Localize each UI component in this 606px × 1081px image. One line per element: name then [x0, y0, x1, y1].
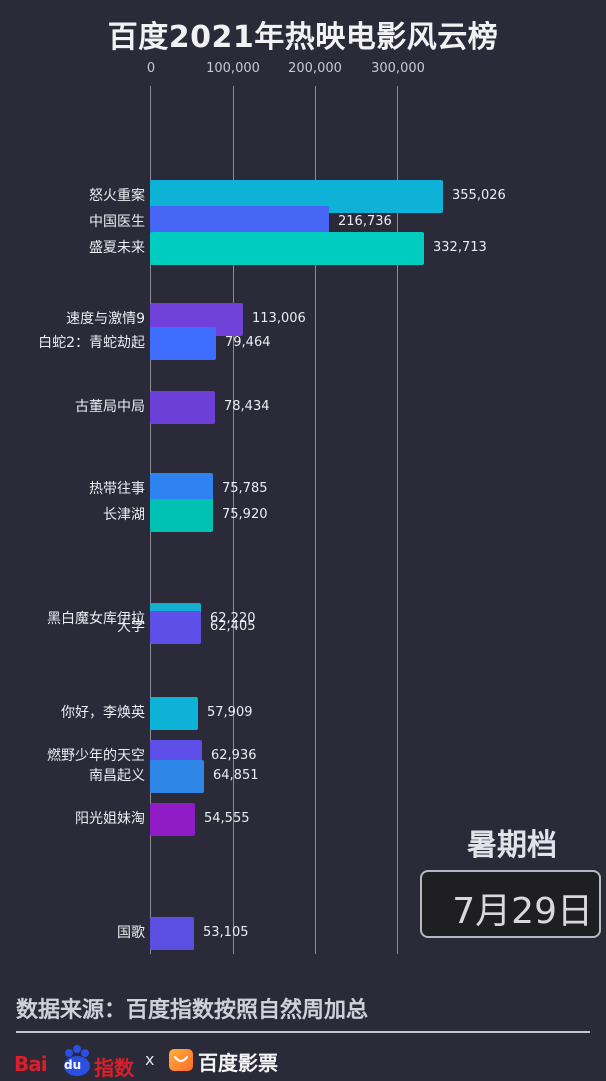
x-tick-0: 0 — [146, 61, 156, 76]
bar-label: 盛夏未来 — [89, 240, 145, 256]
baidu-zhishu-text: 指数 — [94, 1056, 134, 1080]
chart-title: 百度2021年热映电影风云榜 — [107, 20, 499, 55]
bar — [150, 391, 215, 424]
data-source-note: 数据来源：百度指数按照自然周加总 — [16, 998, 369, 1023]
bar-label: 白蛇2：青蛇劫起 — [38, 335, 145, 351]
bar — [150, 232, 424, 265]
bar-label: 中国医生 — [89, 214, 145, 230]
x-tick-100000: 100,000 — [206, 61, 260, 76]
season-label: 暑期档 — [467, 828, 557, 863]
gridline-300000 — [397, 86, 398, 954]
bar-value-label: 53,105 — [203, 925, 249, 940]
baidu-ticket-brand: 百度影票 — [198, 1051, 278, 1075]
bar-value-label: 75,920 — [222, 507, 268, 522]
bar-value-label: 75,785 — [222, 481, 268, 496]
x-tick-300000: 300,000 — [371, 61, 425, 76]
bar-value-label: 355,026 — [452, 188, 506, 203]
bar-value-label: 79,464 — [225, 335, 271, 350]
gridline-200000 — [315, 86, 316, 954]
bar — [150, 697, 198, 730]
date-box: 7月29日 — [420, 870, 601, 938]
bar-value-label: 78,434 — [224, 399, 270, 414]
baidu-du-text: du — [64, 1058, 82, 1072]
gridline-100000 — [233, 86, 234, 954]
bar-label: 大学 — [117, 619, 145, 635]
bar-label: 速度与激情9 — [66, 311, 145, 327]
bar-value-label: 64,851 — [213, 768, 259, 783]
paw-icon — [64, 1045, 90, 1076]
collab-separator: x — [145, 1050, 155, 1069]
bar-label: 南昌起义 — [89, 768, 145, 784]
bar-value-label: 332,713 — [433, 240, 487, 255]
bar-value-label: 62,936 — [211, 748, 257, 763]
bar-label: 怒火重案 — [89, 188, 145, 204]
bar — [150, 499, 213, 532]
bar-label: 热带往事 — [89, 481, 145, 497]
bar — [150, 760, 204, 793]
baidu-wordmark: Bai — [14, 1052, 48, 1076]
footer-logos: Bai du 指数 x 百度影票 — [14, 1040, 594, 1080]
bar-value-label: 113,006 — [252, 311, 306, 326]
bar-label: 国歌 — [117, 925, 145, 941]
bar-label: 黑白魔女库伊拉 — [47, 611, 145, 627]
bar-value-label: 62,405 — [210, 619, 256, 634]
bar-label: 长津湖 — [103, 507, 145, 523]
footer-divider — [16, 1031, 590, 1033]
bar — [150, 803, 195, 836]
bar-value-label: 216,736 — [338, 214, 392, 229]
bar — [150, 327, 216, 360]
bar-value-label: 57,909 — [207, 705, 253, 720]
bar-label: 古董局中局 — [75, 399, 145, 415]
bar-label: 你好，李焕英 — [61, 705, 145, 721]
bar-label: 燃野少年的天空 — [47, 748, 145, 764]
bar-value-label: 54,555 — [204, 811, 250, 826]
bar-value-label: 62,220 — [210, 611, 256, 626]
ticket-smile-icon — [169, 1049, 193, 1071]
bar — [150, 611, 201, 644]
x-tick-200000: 200,000 — [288, 61, 342, 76]
baidu-index-logo: Bai du 指数 — [14, 1045, 134, 1080]
bar-label: 阳光姐妹淘 — [75, 811, 145, 827]
bar — [150, 917, 194, 950]
date-label: 7月29日 — [452, 891, 593, 932]
